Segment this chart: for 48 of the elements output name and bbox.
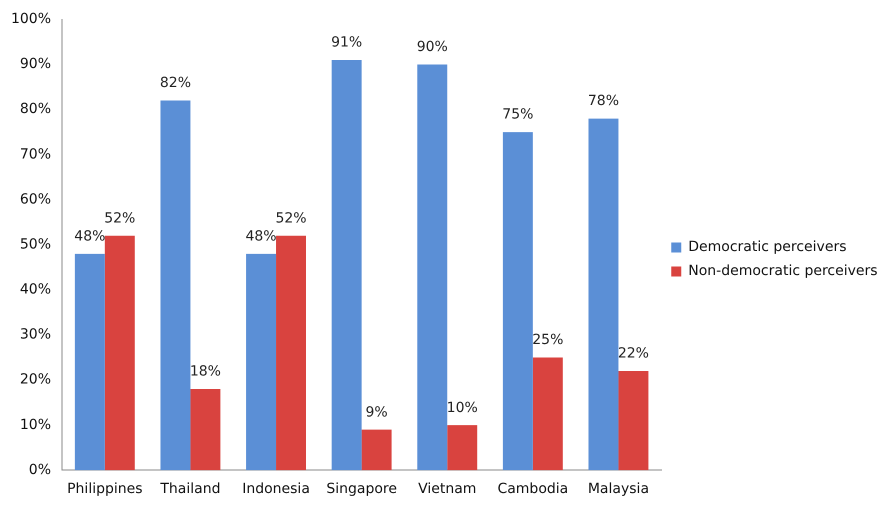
legend-label: Democratic perceivers [688,239,847,256]
y-tick-label: 10% [20,416,52,433]
bar [417,64,448,470]
data-label: 78% [588,93,620,110]
data-label: 90% [416,39,448,56]
data-label: 10% [446,400,478,416]
bar [588,118,618,470]
legend-label: Non-democratic perceivers [688,263,878,280]
data-label: 91% [331,34,362,51]
y-tick-label: 40% [20,282,52,298]
x-tick-label: Vietnam [418,481,476,498]
data-label: 22% [618,346,649,362]
bar [160,100,190,470]
y-tick-label: 30% [20,326,52,343]
x-tick-label: Thailand [159,481,220,498]
y-tick-label: 0% [28,462,52,478]
bar [104,236,135,470]
bar [362,430,392,470]
x-tick-label: Cambodia [497,481,568,498]
data-label: 82% [160,75,192,92]
bar [190,389,220,470]
bar [447,425,478,470]
y-tick-label: 90% [20,56,52,72]
bar [246,254,276,470]
bar [502,132,533,470]
x-tick-label: Indonesia [242,481,310,498]
data-label: 52% [275,210,307,226]
x-tick-label: Singapore [326,481,397,498]
x-tick-label: Malaysia [588,481,650,498]
data-label: 48% [74,228,106,244]
y-tick-label: 70% [20,146,52,162]
data-label: 48% [245,228,277,244]
y-tick-label: 20% [20,372,52,388]
y-tick-label: 80% [20,101,52,118]
data-label: 52% [104,210,136,226]
y-tick-label: 50% [20,236,52,252]
y-tick-label: 60% [20,191,52,208]
data-label: 9% [366,404,388,420]
data-label: 25% [532,332,564,348]
bar [332,60,362,470]
bar [532,358,563,470]
bar [74,254,105,470]
x-tick-label: Philippines [67,481,143,498]
bar [276,236,306,470]
bar [618,371,648,470]
data-label: 75% [502,106,534,123]
y-tick-label: 100% [10,11,52,28]
data-label: 18% [190,364,221,380]
